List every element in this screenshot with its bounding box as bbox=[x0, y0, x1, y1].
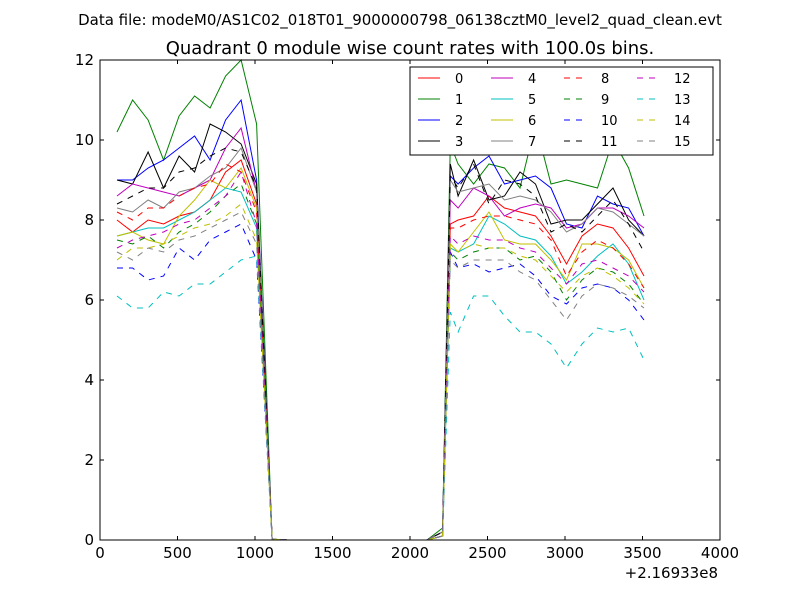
x-tick-label: 4000 bbox=[701, 544, 739, 562]
series-line-9 bbox=[116, 183, 645, 541]
legend-label-5: 5 bbox=[528, 93, 536, 108]
legend-label-15: 15 bbox=[674, 135, 691, 150]
x-tick-label: 1000 bbox=[236, 544, 274, 562]
series-line-10 bbox=[117, 223, 645, 541]
legend-label-3: 3 bbox=[455, 135, 463, 150]
axis-ticks: 0 500 1000 1500 2000 2500 3000 3500 400002468101… bbox=[75, 51, 739, 562]
legend-box bbox=[409, 66, 714, 156]
legend-label-2: 2 bbox=[455, 114, 463, 129]
y-tick-label: 4 bbox=[84, 371, 94, 389]
legend-label-11: 11 bbox=[601, 135, 618, 150]
series-line-14 bbox=[116, 203, 645, 541]
y-tick-label: 12 bbox=[75, 51, 94, 69]
series-line-4 bbox=[116, 126, 645, 541]
series-line-13 bbox=[116, 255, 645, 541]
y-tick-label: 2 bbox=[84, 451, 94, 469]
x-tick-label: 3000 bbox=[546, 544, 584, 562]
legend-label-7: 7 bbox=[528, 135, 536, 150]
x-offset-label: +2.16933e8 bbox=[625, 564, 718, 582]
legend-label-1: 1 bbox=[455, 93, 463, 108]
legend-label-10: 10 bbox=[601, 114, 618, 129]
series-line-11 bbox=[116, 147, 645, 541]
x-tick-label: 3500 bbox=[623, 544, 661, 562]
legend-label-6: 6 bbox=[528, 114, 536, 129]
series-line-6 bbox=[116, 166, 645, 541]
legend-label-14: 14 bbox=[674, 114, 691, 129]
y-tick-label: 0 bbox=[84, 531, 94, 549]
legend-label-13: 13 bbox=[674, 93, 691, 108]
legend-label-8: 8 bbox=[601, 72, 609, 87]
legend-label-9: 9 bbox=[601, 93, 609, 108]
chart-title: Quadrant 0 module wise count rates with … bbox=[166, 38, 655, 59]
series-line-0 bbox=[116, 159, 645, 541]
x-tick-label: 500 bbox=[163, 544, 192, 562]
x-tick-label: 2000 bbox=[391, 544, 429, 562]
y-tick-label: 10 bbox=[75, 131, 94, 149]
x-tick-label: 2500 bbox=[468, 544, 506, 562]
legend-label-12: 12 bbox=[674, 72, 691, 87]
x-tick-label: 0 bbox=[95, 544, 105, 562]
chart-suptitle: Data file: modeM0/AS1C02_018T01_90000007… bbox=[78, 11, 722, 30]
x-tick-label: 1500 bbox=[313, 544, 351, 562]
series-line-5 bbox=[116, 187, 645, 541]
legend-label-0: 0 bbox=[455, 72, 463, 87]
legend-label-4: 4 bbox=[528, 72, 536, 87]
y-tick-label: 6 bbox=[84, 291, 94, 309]
y-tick-label: 8 bbox=[84, 211, 94, 229]
series-line-7 bbox=[116, 146, 645, 541]
